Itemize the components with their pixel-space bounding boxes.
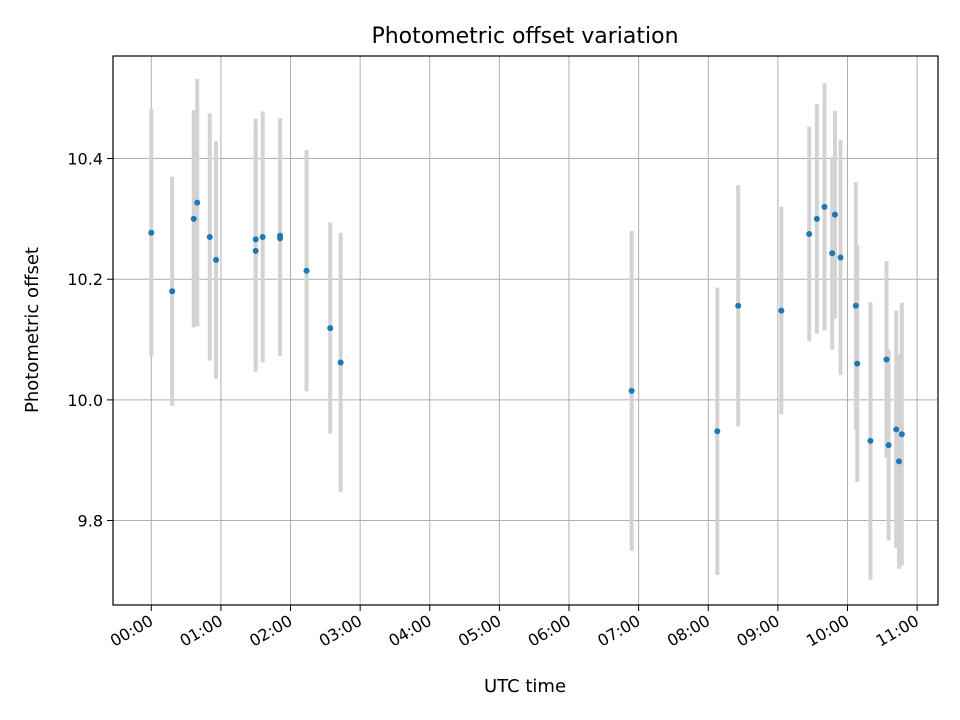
data-point: [259, 233, 266, 240]
plot-frame: [112, 55, 939, 606]
data-point: [714, 428, 721, 435]
data-point: [303, 267, 310, 274]
data-point: [778, 307, 785, 314]
data-point: [206, 233, 213, 240]
data-points: [148, 199, 905, 465]
y-tick-label: 9.8: [78, 512, 103, 531]
data-point: [148, 229, 155, 236]
data-point: [837, 254, 844, 261]
data-point: [896, 458, 903, 465]
data-point: [883, 356, 890, 363]
y-tick-label: 10.0: [67, 391, 103, 410]
data-point: [213, 256, 220, 263]
data-point: [735, 302, 742, 309]
data-point: [806, 230, 813, 237]
data-point: [169, 288, 176, 295]
data-point: [337, 359, 344, 366]
y-axis-label: Photometric offset: [22, 247, 43, 413]
data-point: [893, 426, 900, 433]
data-point: [854, 360, 861, 367]
gridlines: [113, 56, 938, 605]
data-point: [252, 236, 259, 243]
data-point: [867, 437, 874, 444]
y-axis-ticks: 9.8 10.0 10.2 10.4: [67, 150, 113, 531]
data-point: [628, 387, 635, 394]
data-point: [829, 250, 836, 257]
data-point: [327, 325, 334, 332]
y-tick-label: 10.4: [67, 150, 103, 169]
data-point: [831, 211, 838, 218]
data-point: [277, 235, 284, 242]
y-tick-label: 10.2: [67, 270, 103, 289]
data-point: [813, 215, 820, 222]
data-point: [898, 431, 905, 438]
x-axis-label: UTC time: [484, 676, 566, 697]
data-point: [194, 199, 201, 206]
data-point: [885, 442, 892, 449]
data-point: [190, 215, 197, 222]
data-point: [821, 203, 828, 210]
chart-title: Photometric offset variation: [371, 24, 678, 49]
data-point: [852, 302, 859, 309]
data-point: [252, 247, 259, 254]
